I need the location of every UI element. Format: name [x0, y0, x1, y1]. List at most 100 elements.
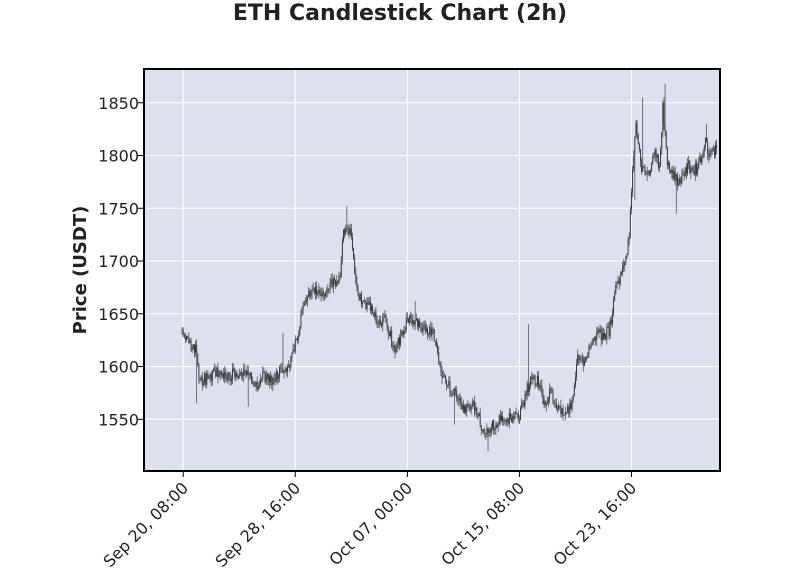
plot-background	[144, 69, 720, 471]
candle-body	[598, 330, 600, 333]
candle-body	[485, 433, 487, 435]
candle-body	[309, 290, 311, 297]
candle-body	[690, 169, 692, 174]
candle-body	[358, 295, 360, 301]
candle-body	[428, 334, 430, 335]
candle-body	[286, 366, 288, 373]
candle-body	[574, 377, 576, 386]
candle-body	[440, 363, 442, 373]
candle-body	[562, 408, 564, 416]
candle-body	[548, 398, 549, 402]
candle-body	[623, 265, 625, 268]
candle-body	[208, 378, 210, 379]
candle-body	[476, 407, 478, 417]
candle-body	[459, 398, 461, 401]
candle-body	[610, 319, 612, 324]
candle-body	[251, 373, 253, 383]
candle-body	[541, 385, 543, 392]
x-tick-label: Oct 07, 00:00	[325, 478, 416, 569]
y-tick-label: 1650	[98, 305, 139, 324]
candle-body	[511, 418, 513, 423]
candle-body	[327, 289, 329, 292]
candle-body	[661, 132, 663, 150]
candle-body	[292, 349, 294, 353]
candle-body	[629, 209, 631, 238]
candle-body	[326, 291, 328, 293]
candle-body	[354, 258, 356, 273]
candle-body	[662, 102, 664, 133]
candle-body	[295, 339, 297, 341]
candle-body	[471, 402, 473, 407]
candle-body	[291, 352, 293, 357]
candle-body	[312, 288, 314, 290]
candle-body	[467, 403, 469, 406]
candle-body	[599, 329, 601, 333]
candle-body	[474, 401, 476, 412]
candle-body	[636, 122, 638, 135]
candle-body	[674, 171, 676, 181]
candle-body	[272, 378, 274, 385]
candle-body	[699, 156, 701, 163]
candle-body	[706, 138, 708, 142]
candle-body	[238, 373, 240, 379]
candle-body	[645, 173, 647, 175]
candle-body	[201, 376, 203, 386]
candle-body	[298, 335, 300, 340]
candle-body	[420, 327, 422, 329]
candle-body	[316, 286, 318, 295]
candle-body	[413, 320, 415, 325]
candle-body	[704, 138, 706, 146]
candle-body	[678, 184, 679, 185]
candle-body	[675, 174, 677, 181]
candle-body	[540, 385, 542, 388]
candle-body	[553, 403, 555, 404]
candle-body	[279, 367, 281, 378]
candle-body	[239, 373, 241, 375]
candle-body	[464, 406, 465, 413]
chart-title: ETH Candlestick Chart (2h)	[233, 1, 567, 26]
candle-body	[506, 418, 508, 422]
candle-body	[300, 314, 302, 327]
candle-body	[375, 311, 377, 322]
candle-body	[637, 134, 639, 144]
candle-body	[200, 376, 202, 380]
candle-body	[530, 376, 532, 386]
candle-body	[197, 353, 199, 365]
candle-body	[266, 373, 268, 380]
candle-body	[310, 292, 312, 297]
candle-body	[224, 371, 226, 379]
candle-body	[182, 330, 184, 335]
candle-body	[252, 382, 254, 384]
candle-body	[494, 429, 496, 431]
candle-body	[431, 328, 433, 336]
candle-body	[380, 320, 381, 324]
candle-body	[580, 357, 582, 359]
candle-body	[492, 420, 493, 428]
candle-body	[447, 385, 449, 386]
candle-body	[458, 399, 460, 401]
candle-body	[233, 368, 235, 371]
candle-body	[339, 276, 341, 277]
candle-body	[387, 328, 389, 335]
candle-body	[220, 371, 222, 376]
candle-body	[406, 318, 408, 320]
candle-body	[274, 378, 276, 382]
candle-body	[245, 370, 247, 375]
candle-body	[328, 289, 330, 291]
candle-body	[263, 371, 265, 373]
candle-body	[199, 378, 201, 380]
candle-body	[614, 294, 616, 301]
candle-body	[359, 293, 361, 301]
candle-body	[601, 333, 603, 341]
candle-body	[219, 371, 221, 375]
candle-body	[634, 137, 636, 157]
candle-body	[585, 357, 586, 361]
candle-body	[217, 367, 219, 378]
candle-body	[550, 388, 552, 391]
candle-body	[369, 301, 371, 311]
candle-body	[360, 293, 362, 305]
candle-body	[329, 283, 331, 290]
candle-body	[246, 370, 248, 375]
candle-body	[430, 327, 432, 336]
candle-body	[330, 279, 332, 284]
